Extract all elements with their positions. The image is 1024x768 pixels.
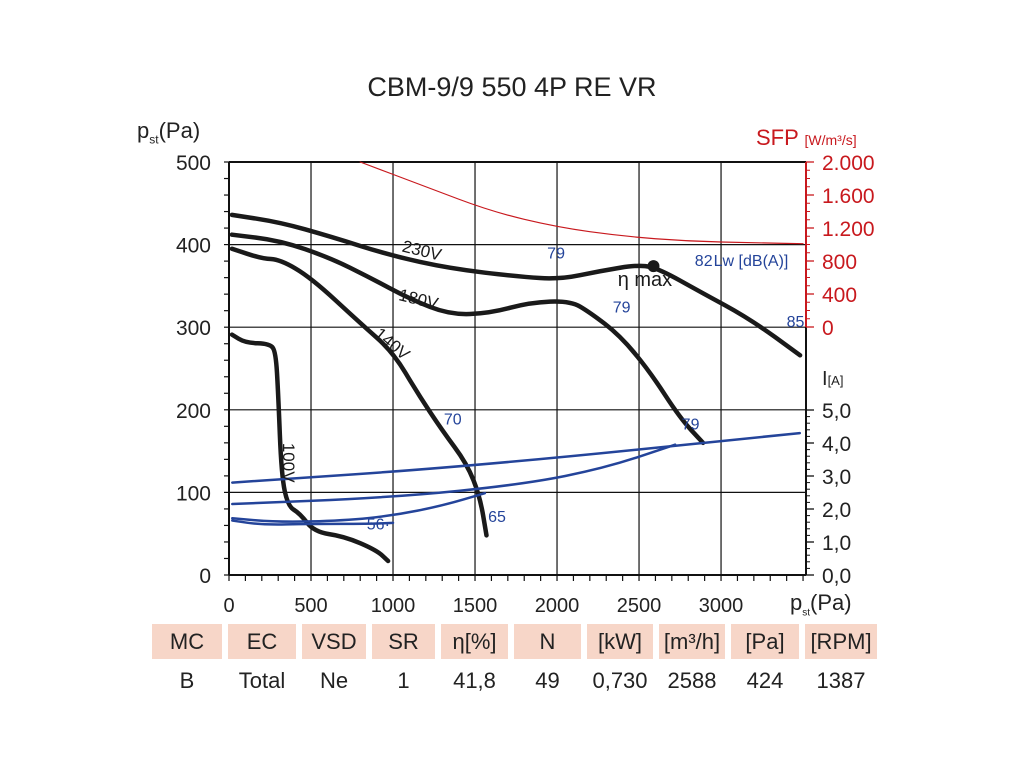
y-axis-label: pst(Pa): [137, 118, 200, 146]
y-tick-label: 0: [199, 565, 211, 588]
x-axis-label-sub: st: [802, 607, 811, 619]
series-180v-line: [229, 232, 706, 446]
series-sfp-line: [359, 161, 804, 245]
lw-label: Lw [dB(A)]: [714, 253, 789, 270]
table-value-cell: Total: [238, 668, 286, 693]
current-axis-label-text: I: [822, 368, 828, 390]
x-tick-label: 2500: [617, 595, 662, 617]
current-tick-label: 1,0: [822, 532, 851, 555]
current-tick-label: 0,0: [822, 565, 851, 588]
series-230v-line: [229, 212, 803, 358]
series-100v-line: [229, 332, 391, 564]
lw-label: 79: [682, 417, 700, 434]
x-tick-label: 3000: [699, 595, 744, 617]
x-tick-label: 0: [223, 595, 234, 617]
x-axis-label-p: p: [790, 590, 803, 615]
y-tick-label: 200: [176, 400, 211, 423]
table-value-cell: B: [179, 668, 195, 693]
lw-label: 65: [488, 509, 506, 526]
eta-max-point: [647, 260, 660, 273]
sfp-tick-label: 1.200: [822, 218, 875, 241]
x-tick-label: 1500: [453, 595, 498, 617]
table-header-cell: EC: [228, 624, 296, 659]
y-tick-label: 500: [176, 152, 211, 175]
table-value-cell: 2588: [667, 668, 717, 693]
current-axis-unit: [A]: [827, 373, 844, 388]
table-header-cell: η[%]: [441, 624, 508, 659]
current-tick-label: 3,0: [822, 466, 851, 489]
y-tick-label: 400: [176, 235, 211, 258]
eta-max-label: η max: [618, 269, 672, 291]
sfp-axis-label-text: SFP: [756, 125, 799, 150]
table-value-cell: 1387: [816, 668, 866, 693]
lw-label: 79: [613, 299, 631, 316]
current-tick-label: 4,0: [822, 433, 851, 456]
y-tick-label: 300: [176, 317, 211, 340]
table-header-cell: MC: [152, 624, 222, 659]
table-value-cell: 0,730: [592, 668, 648, 693]
y-axis-label-p: p: [137, 118, 150, 143]
curve-label: 100V: [279, 443, 298, 483]
sfp-tick-label: 800: [822, 251, 857, 274]
series-i-140v-line: [231, 491, 487, 523]
sfp-tick-label: 1.600: [822, 185, 875, 208]
y-tick-label: 100: [176, 482, 211, 505]
curve-label: 180V: [397, 285, 441, 313]
table-header-cell: [RPM]: [805, 624, 877, 659]
y-axis-label-unit: (Pa): [158, 118, 201, 143]
y-axis-label-sub: st: [149, 132, 159, 147]
table-header-cell: VSD: [302, 624, 366, 659]
table-header-cell: N: [514, 624, 581, 659]
sfp-tick-label: 400: [822, 284, 857, 307]
sfp-axis-unit: [W/m³/s]: [804, 132, 857, 148]
x-tick-label: 500: [294, 595, 327, 617]
x-axis-label: pst(Pa): [790, 590, 852, 618]
table-header-cell: [m³/h]: [659, 624, 725, 659]
current-tick-label: 2,0: [822, 499, 851, 522]
current-axis-label: I[A]: [822, 368, 843, 391]
table-value-cell: 49: [535, 668, 560, 693]
table-value-cell: Ne: [319, 668, 349, 693]
table-value-cell: 41,8: [453, 668, 496, 693]
lw-label: 79: [547, 246, 565, 263]
sfp-axis-label: SFP [W/m³/s]: [756, 125, 857, 151]
lw-label: 85: [787, 314, 805, 331]
lw-label: 82: [695, 253, 713, 270]
series-i-100v-line: [231, 519, 395, 526]
lw-label: 56·: [367, 517, 390, 534]
table-value-cell: 424: [746, 668, 784, 693]
table-value-cell: 1: [397, 668, 410, 693]
series-i-180v-line: [231, 443, 677, 506]
series-140v-line: [229, 246, 489, 538]
table-header-cell: [Pa]: [731, 624, 799, 659]
table-header-cell: SR: [372, 624, 435, 659]
sfp-tick-label: 2.000: [822, 152, 875, 175]
current-tick-label: 5,0: [822, 400, 851, 423]
series-i-230v-line: [231, 431, 802, 484]
curve-label: 140V: [371, 324, 414, 365]
chart-title: CBM-9/9 550 4P RE VR: [367, 72, 657, 102]
lw-label: 70: [444, 412, 462, 429]
x-axis-label-unit: (Pa): [810, 590, 852, 615]
x-tick-label: 2000: [535, 595, 580, 617]
x-tick-label: 1000: [371, 595, 416, 617]
sfp-tick-label: 0: [822, 317, 834, 340]
table-header-cell: [kW]: [587, 624, 653, 659]
